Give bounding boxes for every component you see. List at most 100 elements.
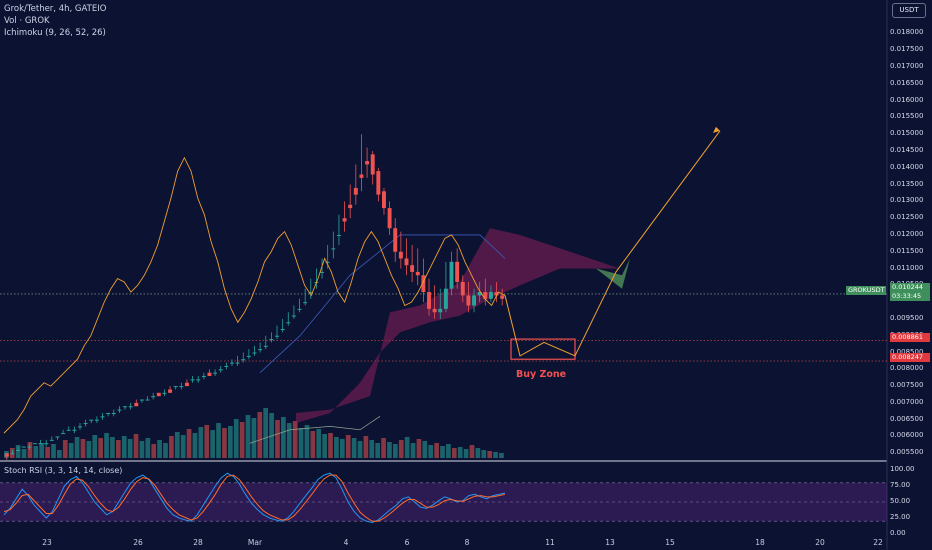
volume-bar (110, 437, 115, 458)
volume-bar (198, 427, 204, 458)
volume-bar (446, 444, 451, 458)
ichimoku-cloud (296, 228, 620, 424)
candle-body (230, 362, 234, 364)
volume-bar (393, 444, 398, 458)
candle-body (483, 292, 488, 299)
volume-bar (139, 441, 145, 458)
candle-body (111, 412, 116, 414)
candle-body (410, 265, 415, 272)
price-tick-label: 0.006500 (890, 414, 924, 423)
candle-body (179, 386, 184, 388)
volume-bar (369, 440, 375, 458)
candle-body (415, 271, 420, 276)
volume-bar (322, 434, 327, 458)
volume-bar (133, 434, 139, 458)
candle-body (269, 339, 274, 341)
projection-arrowhead (713, 126, 720, 133)
volume-bar (39, 443, 45, 458)
candle-body (449, 261, 454, 289)
stoch-tick-label: 100.00 (890, 465, 915, 473)
candle-body (201, 376, 206, 378)
candle-body (134, 402, 139, 407)
time-tick-label: 23 (42, 538, 52, 547)
candle-body (348, 204, 353, 209)
volume-bar (275, 420, 280, 458)
price-tick-label: 0.007500 (890, 381, 924, 390)
candle-body (246, 355, 251, 357)
symbol-badge: GROKUSDT (846, 286, 886, 295)
volume-bar (328, 433, 333, 458)
volume-bar (233, 419, 239, 458)
volume-bar (151, 444, 157, 458)
volume-bar (115, 440, 121, 458)
volume-bar (281, 417, 286, 458)
candle-body (72, 429, 77, 431)
candle-body (353, 187, 358, 195)
level-upper-badge: 0.008861 (890, 333, 930, 342)
time-tick-label: 18 (755, 538, 765, 547)
candle-body (128, 406, 133, 408)
time-tick-label: 11 (545, 538, 555, 547)
candle-body (38, 443, 43, 445)
price-tick-label: 0.017500 (890, 45, 924, 54)
symbol-title: Grok/Tether, 4h, GATEIO (4, 4, 107, 14)
candle-body (207, 372, 212, 377)
candle-body (286, 322, 291, 324)
volume-bar (404, 437, 410, 458)
volume-bar (257, 412, 263, 458)
price-scale[interactable]: 0.018000 0.017500 0.017000 0.016500 0.016000… (887, 0, 932, 550)
price-tick-label: 0.014000 (890, 162, 924, 171)
candle-body (472, 295, 477, 306)
volume-bar (469, 445, 475, 458)
countdown-badge: 03:33:45 (890, 292, 930, 301)
candle-body (235, 362, 240, 364)
volume-bar (316, 429, 322, 458)
volume-bar (98, 438, 103, 458)
volume-bar (227, 426, 233, 458)
candle-body (398, 251, 403, 259)
volume-bar (74, 437, 80, 458)
candle-body (224, 365, 229, 367)
volume-bar (440, 446, 445, 458)
candle-body (61, 433, 66, 435)
volume-bar (398, 440, 404, 458)
volume-bar (351, 438, 357, 458)
candle-body (21, 446, 26, 448)
volume-bar (157, 440, 162, 458)
buy-zone-box (510, 338, 576, 360)
price-tick-label: 0.013500 (890, 179, 924, 188)
volume-bar (21, 449, 27, 458)
price-tick-label: 0.013000 (890, 196, 924, 205)
volume-bar (434, 443, 439, 458)
candle-body (139, 399, 144, 401)
candle-body (466, 295, 471, 306)
volume-bar (381, 438, 386, 458)
candle-body (100, 416, 105, 418)
stoch-tick-label: 25.00 (890, 513, 911, 521)
volume-bar (263, 408, 269, 458)
candle-body (365, 161, 370, 165)
candle-body (432, 308, 437, 313)
volume-bar (298, 428, 304, 458)
candle-body (325, 261, 330, 263)
currency-button[interactable]: USDT (892, 3, 926, 18)
candle-body (173, 386, 178, 388)
volume-bar (57, 450, 62, 458)
volume-bar (45, 447, 50, 458)
price-tick-label: 0.012000 (890, 229, 924, 238)
candle-body (94, 419, 99, 421)
price-tick-label: 0.016500 (890, 78, 924, 87)
volume-bar (451, 448, 457, 458)
price-tick-label: 0.006000 (890, 431, 924, 440)
volume-bar (80, 439, 86, 458)
candle-body (106, 412, 111, 414)
volume-line (3, 156, 506, 434)
price-tick-label: 0.009500 (890, 313, 924, 322)
volume-bar (251, 418, 257, 458)
volume-bar (422, 441, 428, 458)
time-tick-label: 22 (873, 538, 883, 547)
candle-body (66, 429, 71, 431)
candle-body (308, 292, 313, 294)
candle-body (421, 275, 426, 293)
